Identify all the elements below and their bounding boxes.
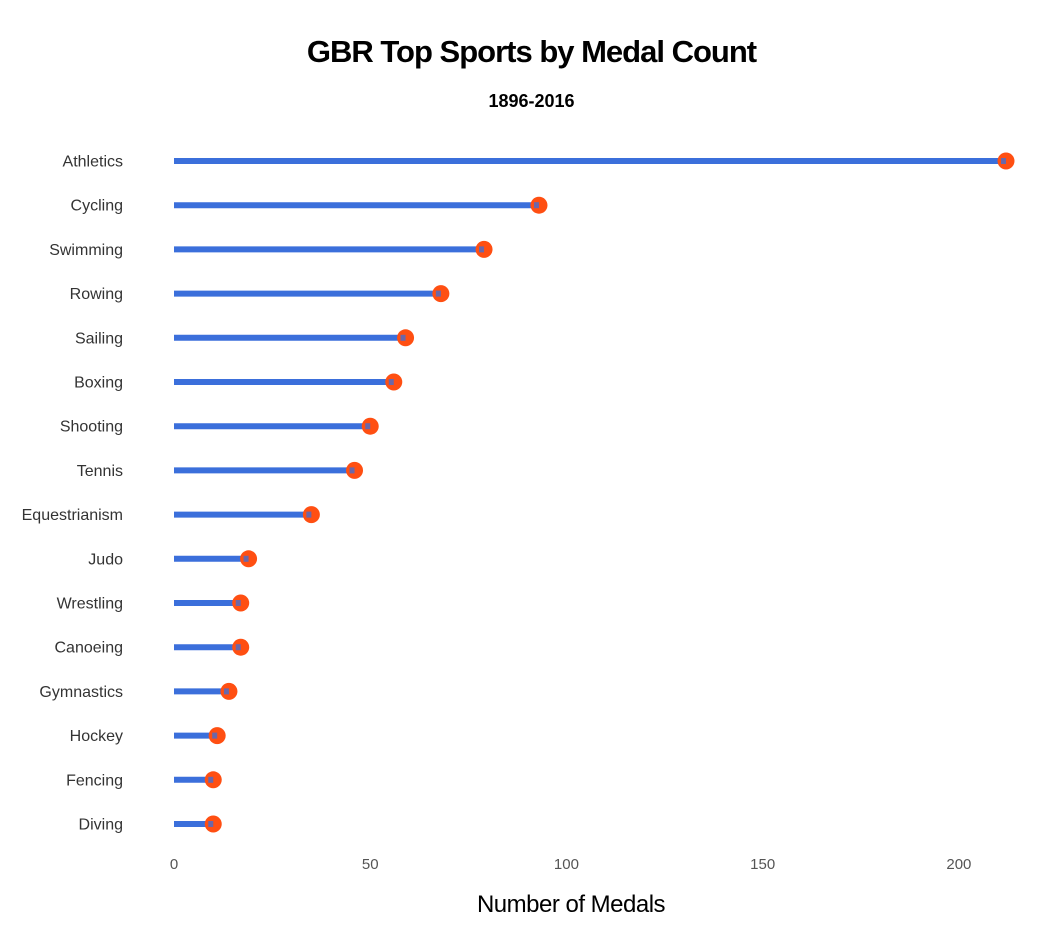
stems (174, 158, 1002, 827)
category-label-boxing: Boxing (74, 375, 123, 392)
dot-stem-overlap-gymnastics (223, 688, 229, 695)
dot-stem-overlap-fencing (208, 776, 214, 783)
category-label-cycling: Cycling (71, 198, 123, 215)
dot-stem-overlap-swimming (479, 246, 485, 253)
dot-stem-overlap-hockey (212, 732, 218, 739)
dot-stem-overlap-equestrianism (306, 511, 312, 518)
dot-stem-overlap-wrestling (235, 600, 241, 606)
dot-stem-overlap-rowing (435, 290, 441, 297)
dots (204, 152, 1015, 833)
category-label-shooting: Shooting (60, 419, 123, 436)
category-label-swimming: Swimming (49, 242, 123, 259)
x-tick-label-0: 0 (170, 856, 178, 873)
category-label-gymnastics: Gymnastics (39, 684, 123, 701)
category-label-wrestling: Wrestling (57, 596, 123, 613)
dot-stem-overlap-canoeing (235, 644, 241, 651)
category-label-sailing: Sailing (75, 330, 123, 347)
category-label-tennis: Tennis (77, 463, 123, 480)
category-label-hockey: Hockey (70, 728, 123, 745)
dot-stem-overlap-athletics (1001, 158, 1006, 164)
dot-stem-overlap-sailing (400, 334, 406, 341)
category-label-canoeing: Canoeing (55, 640, 124, 657)
dot-stem-overlap-shooting (365, 423, 371, 430)
x-axis-title: Number of Medals (477, 891, 666, 918)
category-label-judo: Judo (88, 551, 123, 568)
x-axis-ticks: 0 50 100 150 200 (170, 856, 972, 873)
x-tick-label-50: 50 (362, 856, 379, 873)
category-label-athletics: Athletics (63, 154, 123, 171)
category-label-diving: Diving (79, 817, 123, 834)
x-tick-label-150: 150 (750, 856, 775, 873)
dot-stem-overlap-diving (208, 821, 214, 827)
chart-subtitle: 1896-2016 (488, 91, 575, 111)
dot-stem-overlap-tennis (349, 467, 355, 474)
dot-stem-overlap-cycling (533, 202, 539, 209)
category-label-rowing: Rowing (70, 286, 123, 303)
category-label-fencing: Fencing (66, 772, 123, 789)
category-labels: Athletics Cycling Swimming Rowing Sailing Box… (22, 154, 123, 834)
category-label-equestrianism: Equestrianism (22, 507, 123, 524)
x-tick-label-200: 200 (946, 856, 971, 873)
chart-title: GBR Top Sports by Medal Count (306, 34, 757, 69)
dot-stem-overlap-boxing (388, 379, 394, 385)
x-tick-label-100: 100 (554, 856, 579, 873)
dot-stem-overlap-judo (243, 555, 249, 562)
